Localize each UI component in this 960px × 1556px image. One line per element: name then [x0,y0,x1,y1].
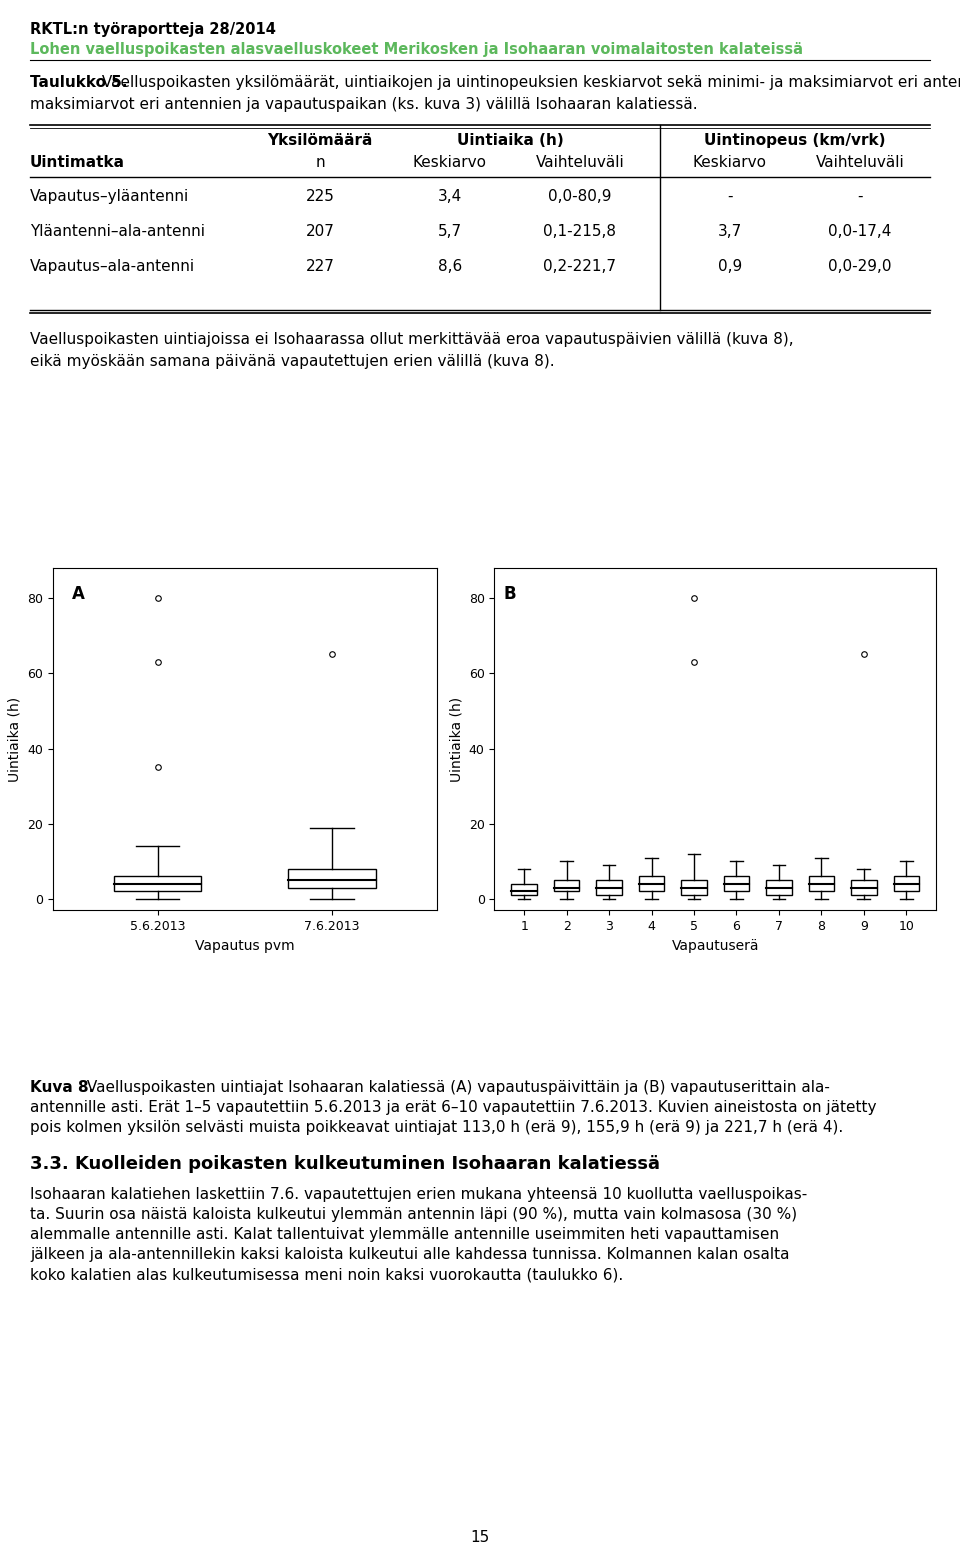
Bar [808,876,834,892]
Text: maksimiarvot eri antennien ja vapautuspaikan (ks. kuva 3) välillä Isohaaran kala: maksimiarvot eri antennien ja vapautuspa… [30,96,698,112]
Text: 0,2-221,7: 0,2-221,7 [543,258,616,274]
Text: A: A [72,585,84,604]
Text: alemmalle antennille asti. Kalat tallentuivat ylemmälle antennille useimmiten he: alemmalle antennille asti. Kalat tallent… [30,1228,780,1242]
Text: -: - [857,188,863,204]
Text: Uintiaika (h): Uintiaika (h) [457,132,564,148]
Y-axis label: Uintiaika (h): Uintiaika (h) [8,697,21,781]
Bar [638,876,664,892]
Bar [114,876,202,892]
Text: Vapautus–yläantenni: Vapautus–yläantenni [30,188,189,204]
Text: Vapautus–ala-antenni: Vapautus–ala-antenni [30,258,195,274]
Text: Keskiarvo: Keskiarvo [413,156,487,170]
Text: 0,1-215,8: 0,1-215,8 [543,224,616,240]
Text: RKTL:n työraportteja 28/2014: RKTL:n työraportteja 28/2014 [30,22,276,37]
Text: 5,7: 5,7 [438,224,462,240]
Text: 225: 225 [305,188,334,204]
Text: Isohaaran kalatiehen laskettiin 7.6. vapautettujen erien mukana yhteensä 10 kuol: Isohaaran kalatiehen laskettiin 7.6. vap… [30,1187,807,1201]
Text: Lohen vaelluspoikasten alasvaelluskokeet Merikosken ja Isohaaran voimalaitosten : Lohen vaelluspoikasten alasvaelluskokeet… [30,42,803,58]
Bar [288,868,375,887]
Text: koko kalatien alas kulkeutumisessa meni noin kaksi vuorokautta (taulukko 6).: koko kalatien alas kulkeutumisessa meni … [30,1267,623,1282]
Text: n: n [315,156,324,170]
Text: Uintimatka: Uintimatka [30,156,125,170]
Text: 3,7: 3,7 [718,224,742,240]
Text: Kuva 8.: Kuva 8. [30,1080,94,1095]
Text: Yläantenni–ala-antenni: Yläantenni–ala-antenni [30,224,205,240]
Text: 8,6: 8,6 [438,258,462,274]
Text: 0,0-17,4: 0,0-17,4 [828,224,892,240]
Bar [682,881,707,895]
Bar [512,884,537,895]
Text: 3.3. Kuolleiden poikasten kulkeutuminen Isohaaran kalatiessä: 3.3. Kuolleiden poikasten kulkeutuminen … [30,1155,660,1173]
Text: Taulukko 5.: Taulukko 5. [30,75,128,90]
Text: pois kolmen yksilön selvästi muista poikkeavat uintiajat 113,0 h (erä 9), 155,9 : pois kolmen yksilön selvästi muista poik… [30,1120,843,1134]
Bar [766,881,792,895]
Text: -: - [728,188,732,204]
Text: Vaelluspoikasten uintiajoissa ei Isohaarassa ollut merkittävää eroa vapautuspäiv: Vaelluspoikasten uintiajoissa ei Isohaar… [30,331,794,347]
Text: 0,0-29,0: 0,0-29,0 [828,258,892,274]
Text: B: B [503,585,516,604]
Text: 227: 227 [305,258,334,274]
Text: Uintinopeus (km/vrk): Uintinopeus (km/vrk) [705,132,886,148]
Text: Yksilömäärä: Yksilömäärä [267,132,372,148]
X-axis label: Vapautuserä: Vapautuserä [671,938,759,952]
Y-axis label: Uintiaika (h): Uintiaika (h) [449,697,463,781]
Bar [724,876,749,892]
Text: eikä myöskään samana päivänä vapautettujen erien välillä (kuva 8).: eikä myöskään samana päivänä vapautettuj… [30,355,555,369]
Text: ta. Suurin osa näistä kaloista kulkeutui ylemmän antennin läpi (90 %), mutta vai: ta. Suurin osa näistä kaloista kulkeutui… [30,1207,797,1221]
Bar [894,876,919,892]
Text: Keskiarvo: Keskiarvo [693,156,767,170]
Text: Vaihteluväli: Vaihteluväli [536,156,624,170]
Text: 0,0-80,9: 0,0-80,9 [548,188,612,204]
Bar [554,881,579,892]
Text: 3,4: 3,4 [438,188,462,204]
Text: jälkeen ja ala-antennillekin kaksi kaloista kulkeutui alle kahdessa tunnissa. Ko: jälkeen ja ala-antennillekin kaksi kaloi… [30,1246,789,1262]
Text: Vaihteluväli: Vaihteluväli [816,156,904,170]
Bar [852,881,876,895]
X-axis label: Vapautus pvm: Vapautus pvm [195,938,295,952]
Text: 0,9: 0,9 [718,258,742,274]
Text: Vaelluspoikasten yksilömäärät, uintiaikojen ja uintinopeuksien keskiarvot sekä m: Vaelluspoikasten yksilömäärät, uintiaiko… [97,75,960,90]
Text: 207: 207 [305,224,334,240]
Text: antennille asti. Erät 1–5 vapautettiin 5.6.2013 ja erät 6–10 vapautettiin 7.6.20: antennille asti. Erät 1–5 vapautettiin 5… [30,1100,876,1116]
Bar [596,881,622,895]
Text: Vaelluspoikasten uintiajat Isohaaran kalatiessä (A) vapautuspäivittäin ja (B) va: Vaelluspoikasten uintiajat Isohaaran kal… [82,1080,829,1095]
Text: 15: 15 [470,1530,490,1545]
